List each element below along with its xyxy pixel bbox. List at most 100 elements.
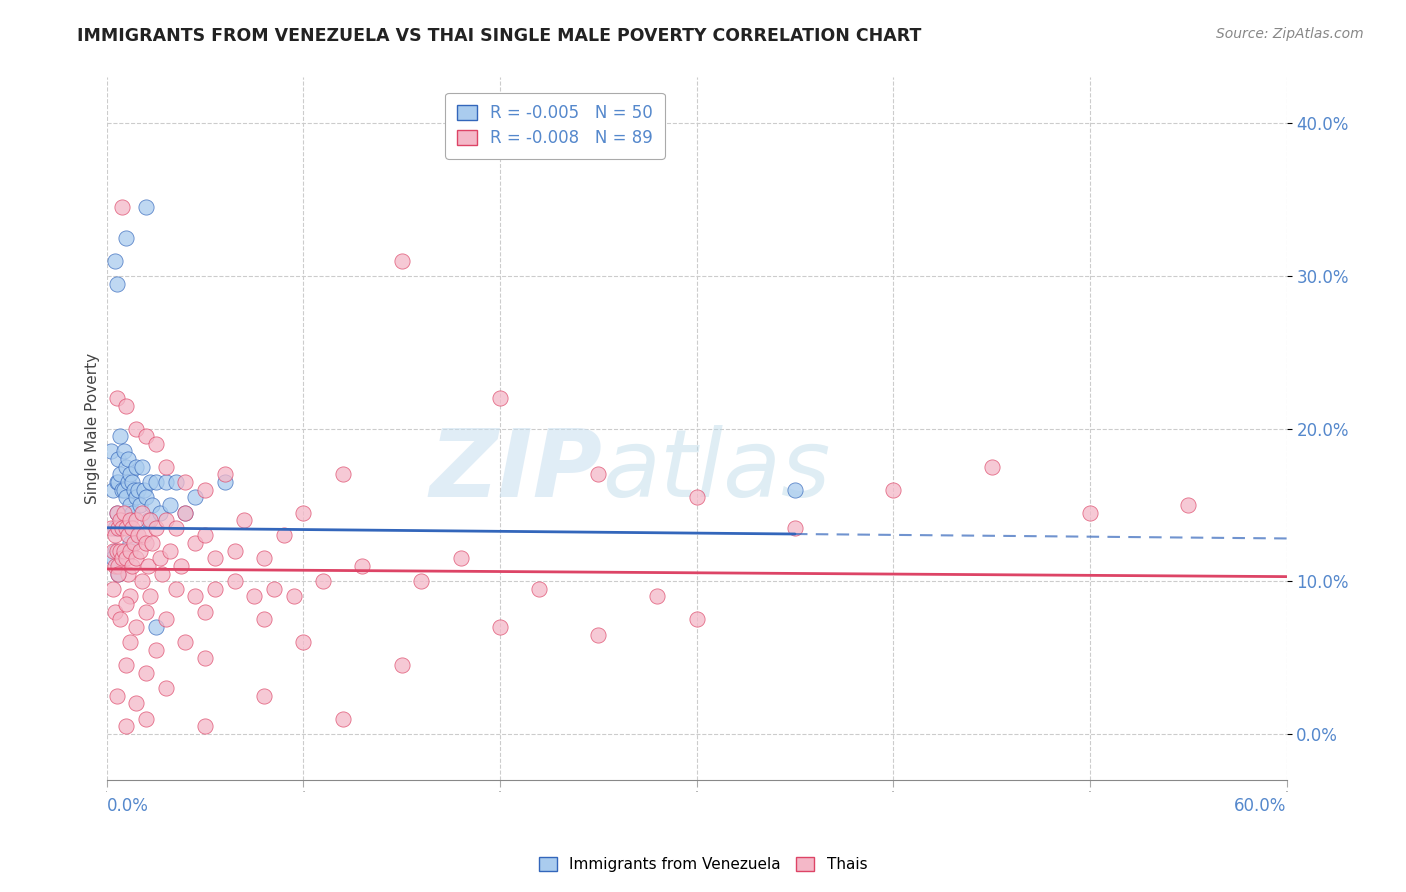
Point — [135, 429, 157, 443]
Point — [159, 498, 181, 512]
Point — [120, 498, 142, 512]
Point — [165, 521, 187, 535]
Point — [391, 658, 413, 673]
Point — [224, 574, 246, 589]
Point — [135, 490, 157, 504]
Text: atlas: atlas — [602, 425, 831, 516]
Point — [129, 498, 152, 512]
Point — [165, 582, 187, 596]
Point — [112, 506, 135, 520]
Text: ZIP: ZIP — [429, 425, 602, 516]
Point — [132, 528, 155, 542]
Point — [125, 696, 148, 710]
Point — [685, 612, 707, 626]
Point — [131, 459, 153, 474]
Point — [155, 681, 177, 695]
Point — [125, 421, 148, 435]
Point — [117, 566, 139, 581]
Point — [588, 467, 610, 482]
Point — [125, 513, 148, 527]
Point — [117, 452, 139, 467]
Text: 60.0%: 60.0% — [1234, 797, 1286, 815]
Point — [135, 712, 157, 726]
Point — [145, 475, 167, 489]
Point — [184, 590, 207, 604]
Point — [214, 467, 236, 482]
Point — [139, 475, 162, 489]
Point — [141, 498, 163, 512]
Point — [105, 506, 128, 520]
Point — [647, 590, 669, 604]
Point — [121, 521, 143, 535]
Point — [332, 467, 354, 482]
Point — [107, 452, 129, 467]
Point — [253, 689, 276, 703]
Point — [174, 635, 197, 649]
Point — [352, 558, 374, 573]
Point — [135, 536, 157, 550]
Point — [125, 490, 148, 504]
Point — [204, 582, 226, 596]
Point — [110, 429, 132, 443]
Point — [115, 231, 138, 245]
Point — [159, 543, 181, 558]
Point — [121, 475, 143, 489]
Point — [125, 620, 148, 634]
Point — [149, 506, 172, 520]
Point — [273, 528, 295, 542]
Point — [149, 551, 172, 566]
Point — [155, 612, 177, 626]
Point — [145, 643, 167, 657]
Text: IMMIGRANTS FROM VENEZUELA VS THAI SINGLE MALE POVERTY CORRELATION CHART: IMMIGRANTS FROM VENEZUELA VS THAI SINGLE… — [77, 27, 922, 45]
Point — [115, 658, 138, 673]
Point — [107, 521, 129, 535]
Point — [110, 543, 132, 558]
Point — [120, 590, 142, 604]
Point — [450, 551, 472, 566]
Point — [783, 521, 806, 535]
Point — [150, 566, 173, 581]
Point — [194, 483, 217, 497]
Point — [120, 536, 142, 550]
Point — [103, 521, 125, 535]
Point — [1177, 498, 1199, 512]
Point — [112, 483, 135, 497]
Point — [132, 483, 155, 497]
Point — [145, 437, 167, 451]
Y-axis label: Single Male Poverty: Single Male Poverty — [86, 353, 100, 504]
Point — [121, 506, 143, 520]
Point — [312, 574, 335, 589]
Point — [105, 543, 128, 558]
Point — [103, 528, 125, 542]
Point — [243, 590, 266, 604]
Point — [105, 506, 128, 520]
Point — [111, 200, 134, 214]
Point — [121, 558, 143, 573]
Point — [145, 521, 167, 535]
Point — [110, 513, 132, 527]
Point — [139, 590, 162, 604]
Point — [100, 521, 122, 535]
Point — [184, 490, 207, 504]
Point — [112, 444, 135, 458]
Point — [103, 558, 125, 573]
Point — [115, 490, 138, 504]
Text: Source: ZipAtlas.com: Source: ZipAtlas.com — [1216, 27, 1364, 41]
Point — [204, 551, 226, 566]
Point — [129, 543, 152, 558]
Point — [107, 558, 129, 573]
Point — [125, 459, 148, 474]
Point — [980, 459, 1002, 474]
Point — [136, 513, 159, 527]
Point — [110, 612, 132, 626]
Point — [391, 253, 413, 268]
Point — [174, 506, 197, 520]
Point — [120, 513, 142, 527]
Point — [111, 513, 134, 527]
Point — [115, 521, 138, 535]
Point — [103, 605, 125, 619]
Point — [120, 467, 142, 482]
Point — [107, 566, 129, 581]
Point — [120, 635, 142, 649]
Point — [115, 597, 138, 611]
